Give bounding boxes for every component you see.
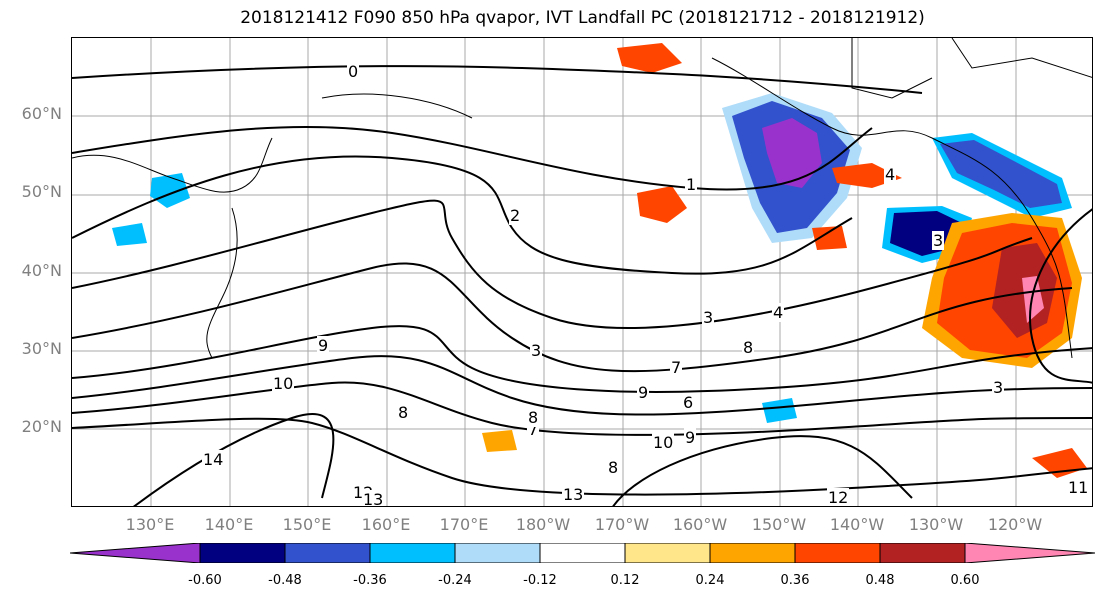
- lon-label: 140°W: [829, 515, 885, 534]
- contour-label: 8: [607, 458, 620, 477]
- lat-label-60n: 60°N: [21, 104, 62, 123]
- contour-label: 9: [637, 383, 650, 402]
- contour-label: 10: [652, 433, 675, 452]
- colorbar-tick-label: 0.48: [865, 573, 895, 588]
- contour-label: 11: [1067, 478, 1090, 497]
- map-svg: [72, 38, 1092, 506]
- contour-label: 3: [702, 308, 715, 327]
- contour-label: 8: [397, 403, 410, 422]
- colorbar-tick-label: -0.24: [438, 573, 472, 588]
- lat-label-50n: 50°N: [21, 182, 62, 201]
- map-panel: 0 1 2 3 3 3 3 4 4 6 7 7 8 8 8 8 9 9 9 10…: [71, 37, 1093, 507]
- contour-label: 4: [884, 165, 897, 184]
- contour-label: 13: [362, 490, 385, 507]
- coastlines: [72, 38, 1092, 359]
- lon-label: 150°E: [282, 515, 332, 534]
- contour-lines: [72, 65, 1092, 506]
- contour-label: 6: [682, 393, 695, 412]
- contour-label: 12: [827, 488, 850, 507]
- lon-label: 160°E: [361, 515, 411, 534]
- contour-label: 3: [932, 231, 945, 250]
- contour-label: 4: [772, 303, 785, 322]
- lon-label: 170°W: [594, 515, 650, 534]
- colorbar-tick-label: 0.12: [610, 573, 640, 588]
- colorbar-tick-label: 0.24: [695, 573, 725, 588]
- lon-label: 160°W: [672, 515, 728, 534]
- contour-label: 8: [527, 408, 540, 427]
- contour-label: 0: [347, 62, 360, 81]
- colorbar-tick-label: 0.36: [780, 573, 810, 588]
- contour-label: 14: [202, 450, 225, 469]
- colorbar: [70, 543, 1095, 563]
- lon-label: 120°W: [987, 515, 1043, 534]
- lon-label: 140°E: [204, 515, 254, 534]
- shaded-field: [112, 43, 1087, 478]
- colorbar-tick-label: -0.60: [188, 573, 222, 588]
- contour-label: 9: [684, 428, 697, 447]
- lat-label-40n: 40°N: [21, 261, 62, 280]
- contour-label: 3: [530, 341, 543, 360]
- lon-label: 130°E: [125, 515, 175, 534]
- map-title: 2018121412 F090 850 hPa qvapor, IVT Land…: [240, 8, 925, 28]
- contour-label: 9: [317, 336, 330, 355]
- colorbar-tick-label: -0.36: [353, 573, 387, 588]
- contour-label: 10: [272, 374, 295, 393]
- lon-label: 130°W: [908, 515, 964, 534]
- colorbar-tick-label: -0.12: [523, 573, 557, 588]
- contour-label: 8: [742, 338, 755, 357]
- lon-label: 150°W: [751, 515, 807, 534]
- lon-label: 180°W: [515, 515, 571, 534]
- colorbar-tick-label: -0.48: [268, 573, 302, 588]
- colorbar-tick-label: 0.60: [950, 573, 980, 588]
- contour-label: 7: [670, 358, 683, 377]
- contour-label: 13: [562, 485, 585, 504]
- lat-label-30n: 30°N: [21, 339, 62, 358]
- contour-label: 3: [992, 378, 1005, 397]
- contour-label: 1: [685, 175, 698, 194]
- lat-label-20n: 20°N: [21, 417, 62, 436]
- contour-label: 2: [509, 206, 522, 225]
- lon-label: 170°E: [439, 515, 489, 534]
